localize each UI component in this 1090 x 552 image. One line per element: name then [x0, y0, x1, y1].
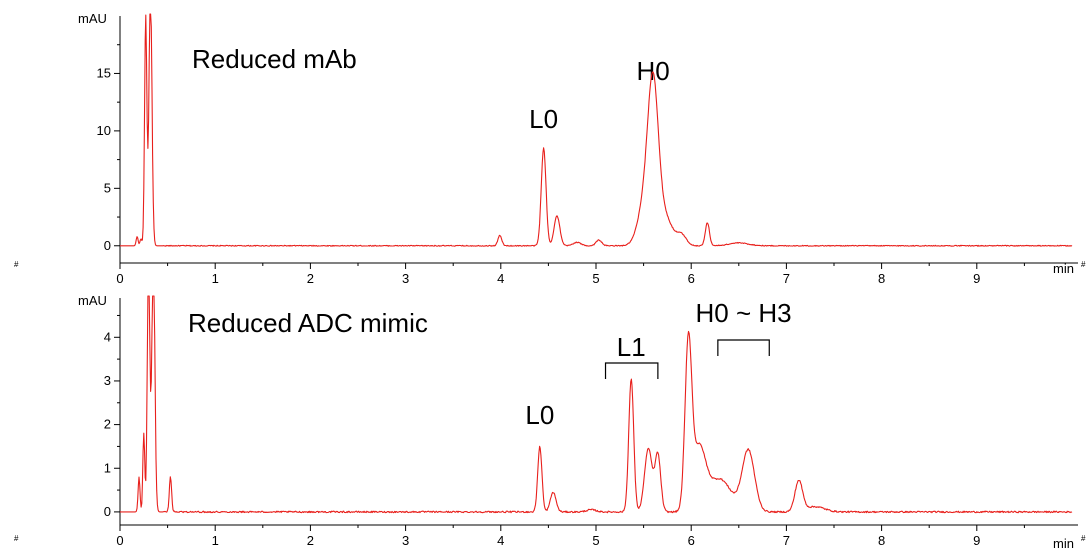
peak-annotation: H0	[636, 56, 669, 86]
peak-annotation: L1	[617, 332, 646, 362]
x-tick-label: 1	[212, 271, 219, 286]
x-tick-label: 9	[973, 271, 980, 286]
ticks: 0 1 2 3 4 5 6 7 8 9 0 1 2 3 4	[104, 314, 1025, 548]
y-tick-label: 0	[104, 504, 111, 519]
axis-end-marker: #	[1081, 534, 1086, 543]
y-tick-label: 15	[97, 65, 111, 80]
x-tick-label: 4	[497, 533, 504, 548]
x-tick-label: 4	[497, 271, 504, 286]
x-tick-label: 2	[307, 533, 314, 548]
y-tick-label: 3	[104, 373, 111, 388]
x-tick-label: 3	[402, 271, 409, 286]
chromatogram-panel-reduced-adc-mimic: Reduced ADC mimic mAU min # # 0 1 2 3 4 5 6 7 8 9…	[14, 293, 1086, 551]
y-tick-label: 0	[104, 238, 111, 253]
panel-title: Reduced ADC mimic	[188, 308, 428, 338]
x-tick-label: 3	[402, 533, 409, 548]
annotations: L0 L1 H0 ~ H3	[525, 298, 791, 430]
axes	[119, 16, 1078, 264]
x-tick-label: 7	[783, 533, 790, 548]
x-unit-label: min	[1053, 536, 1074, 551]
x-tick-label: 9	[973, 533, 980, 548]
x-tick-label: 8	[878, 271, 885, 286]
y-tick-label: 1	[104, 460, 111, 475]
x-tick-label: 5	[592, 533, 599, 548]
y-tick-label: 4	[104, 329, 111, 344]
peak-bracket	[604, 362, 659, 379]
x-tick-label: 7	[783, 271, 790, 286]
x-tick-label: 8	[878, 533, 885, 548]
x-tick-label: 6	[688, 271, 695, 286]
x-tick-label: 5	[592, 271, 599, 286]
peak-annotation: L0	[529, 104, 558, 134]
axis-end-marker: #	[1081, 260, 1086, 269]
y-unit-label: mAU	[78, 11, 107, 26]
x-tick-label: 1	[212, 533, 219, 548]
axes	[119, 298, 1078, 526]
y-unit-label: mAU	[78, 293, 107, 308]
x-tick-label: 2	[307, 271, 314, 286]
x-tick-label: 0	[116, 271, 123, 286]
y-tick-label: 10	[97, 123, 111, 138]
axis-end-marker: #	[14, 260, 19, 269]
ticks: 0 1 2 3 4 5 6 7 8 9 0 5 10 15	[97, 44, 1025, 286]
y-tick-label: 2	[104, 417, 111, 432]
peak-annotation: H0 ~ H3	[696, 298, 792, 328]
panel-title: Reduced mAb	[192, 44, 357, 74]
x-tick-label: 6	[688, 533, 695, 548]
chromatogram-panel-reduced-mab: Reduced mAb mAU min # # 0 1 2 3 4 5 6 7 8 9 0 5 10 15…	[14, 11, 1086, 286]
annotations: L0 H0	[529, 56, 670, 134]
peak-annotation: L0	[525, 400, 554, 430]
x-unit-label: min	[1053, 261, 1074, 276]
peak-bracket	[717, 339, 770, 356]
series-line	[120, 295, 1073, 514]
series-line	[120, 13, 1073, 247]
y-tick-label: 5	[104, 180, 111, 195]
x-tick-label: 0	[116, 533, 123, 548]
axis-end-marker: #	[14, 534, 19, 543]
